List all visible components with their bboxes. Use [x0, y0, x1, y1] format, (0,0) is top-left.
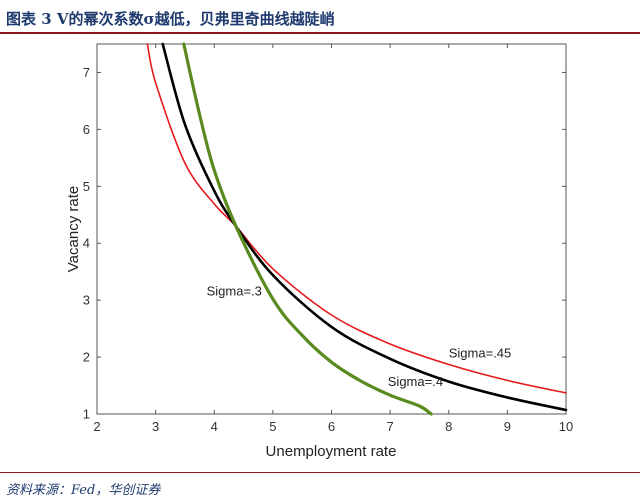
x-tick-label: 6 — [328, 419, 335, 434]
footer-rule — [0, 472, 640, 473]
annotations: Sigma=.45 Sigma=.4 Sigma=.3 — [207, 284, 512, 390]
title-rule — [0, 32, 640, 34]
y-axis-label: Vacancy rate — [65, 186, 82, 272]
curve-annotation: Sigma=.45 — [449, 346, 512, 361]
x-tick-label: 7 — [387, 419, 394, 434]
x-tick-label: 3 — [152, 419, 159, 434]
x-tick-label: 4 — [211, 419, 218, 434]
y-tick-label: 6 — [83, 122, 90, 137]
figure-title: 图表 3 V的幂次系数σ越低，贝弗里奇曲线越陡峭 — [6, 10, 335, 28]
x-tick-label: 2 — [93, 419, 100, 434]
x-tick-label: 10 — [559, 419, 573, 434]
x-tick-label: 5 — [269, 419, 276, 434]
y-tick-label: 1 — [83, 407, 90, 422]
y-tick-label: 4 — [83, 236, 90, 251]
plot-area — [96, 43, 567, 415]
curve-sigma-45 — [146, 43, 567, 394]
y-tick-label: 7 — [83, 65, 90, 80]
y-tick-label: 5 — [83, 179, 90, 194]
curves — [146, 42, 568, 416]
figure-header: 图表 3 V的幂次系数σ越低，贝弗里奇曲线越陡峭 — [0, 0, 640, 36]
x-axis-label: Unemployment rate — [266, 443, 397, 460]
curve-annotation: Sigma=.3 — [207, 284, 262, 299]
figure-footer: 资料来源：Fed，华创证券 — [0, 472, 640, 501]
y-tick-label: 3 — [83, 293, 90, 308]
curve-sigma-4 — [161, 42, 568, 412]
x-tick-label: 9 — [504, 419, 511, 434]
y-tick-label: 2 — [83, 350, 90, 365]
curve-annotation: Sigma=.4 — [388, 374, 443, 389]
curve-sigma-3 — [182, 42, 433, 416]
x-tick-label: 8 — [445, 419, 452, 434]
source-note: 资料来源：Fed，华创证券 — [6, 483, 161, 498]
